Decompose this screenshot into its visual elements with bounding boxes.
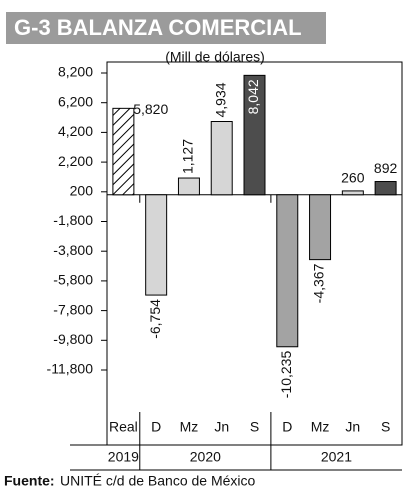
x-tick-label: Mz [311, 419, 330, 435]
bar [276, 194, 299, 348]
bar [177, 177, 200, 196]
value-label: 5,820 [133, 101, 168, 117]
y-tick-label: -3,800 [53, 242, 93, 258]
y-tick-label: 4,200 [58, 123, 93, 139]
x-tick-label: D [282, 419, 292, 435]
x-tick-label: Mz [180, 419, 199, 435]
x-tick-label: S [250, 419, 259, 435]
bar [112, 107, 135, 196]
value-label: -10,235 [278, 351, 294, 399]
source-text: UNITÉ c/d de Banco de México [60, 473, 256, 489]
y-tick-label: 200 [70, 183, 94, 199]
value-label: 260 [341, 170, 365, 186]
bar [309, 194, 332, 261]
x-tick-label: Jn [345, 419, 360, 435]
y-tick-label: -7,800 [53, 301, 93, 317]
value-label: -4,367 [311, 263, 327, 303]
bar [341, 190, 364, 196]
value-label: 8,042 [245, 79, 261, 114]
bar [145, 194, 168, 296]
y-tick-label: 2,200 [58, 153, 93, 169]
y-tick-label: -11,800 [47, 361, 94, 377]
y-tick-label: -1,800 [53, 212, 93, 228]
group-label: 2019 [108, 449, 139, 465]
value-label: -6,754 [147, 299, 163, 339]
y-tick-label: -5,800 [53, 272, 93, 288]
y-tick-label: 8,200 [58, 64, 93, 80]
x-tick-label: Jn [214, 419, 229, 435]
chart-title: G-3 BALANZA COMERCIAL [14, 15, 302, 40]
x-tick-label: Real [109, 419, 138, 435]
value-label: 892 [374, 160, 398, 176]
value-label: 4,934 [212, 82, 228, 117]
group-label: 2021 [321, 449, 352, 465]
chart-subtitle: (Mill de dólares) [165, 49, 265, 65]
y-tick-label: 6,200 [58, 93, 93, 109]
title-bar [6, 12, 326, 44]
bar [374, 181, 397, 196]
group-label: 2020 [190, 449, 221, 465]
bar [243, 74, 266, 196]
bar [210, 121, 233, 196]
x-tick-label: S [381, 419, 390, 435]
source-label: Fuente: [4, 473, 55, 489]
x-tick-label: D [151, 419, 161, 435]
value-label: 1,127 [180, 139, 196, 174]
y-tick-label: -9,800 [53, 331, 93, 347]
